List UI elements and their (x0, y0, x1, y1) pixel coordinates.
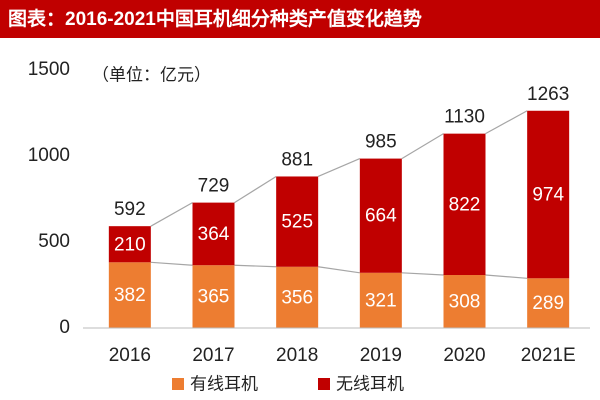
bar-segment (276, 266, 319, 328)
total-label: 729 (198, 176, 230, 197)
legend-label: 无线耳机 (336, 374, 404, 393)
segment-label: 974 (532, 185, 564, 206)
x-tick-label: 2017 (192, 345, 234, 366)
legend-swatch (172, 378, 184, 390)
connector-line (401, 133, 444, 160)
bar-segment (527, 278, 570, 328)
connector-line (150, 261, 193, 266)
segment-label: 664 (365, 206, 397, 227)
connector-line (401, 272, 444, 276)
chart-title: 图表：2016-2021中国耳机细分种类产值变化趋势 (8, 7, 422, 30)
total-label: 985 (365, 132, 397, 153)
bar-segment (108, 262, 151, 328)
segment-label: 321 (365, 290, 397, 311)
bar-segment (359, 158, 402, 273)
title-bar (0, 0, 600, 38)
y-tick-label: 1000 (28, 145, 70, 166)
segment-label: 365 (198, 287, 230, 308)
y-tick-label: 0 (59, 317, 70, 338)
total-label: 592 (114, 199, 146, 220)
segment-label: 308 (449, 292, 481, 313)
connector-line (317, 158, 361, 178)
bar-segment (443, 275, 486, 328)
x-tick-label: 2021E (521, 345, 576, 366)
segment-label: 210 (114, 234, 146, 255)
x-tick-label: 2016 (109, 345, 151, 366)
connector-line (485, 274, 528, 279)
segment-label: 382 (114, 285, 146, 306)
connector-line (234, 175, 277, 204)
total-label: 1130 (444, 107, 485, 128)
bar-segment (527, 110, 570, 279)
segment-label: 364 (198, 224, 230, 245)
y-tick-label: 500 (38, 231, 70, 252)
bar-segment (443, 133, 486, 276)
legend-label: 有线耳机 (190, 374, 258, 393)
segment-label: 525 (281, 212, 313, 233)
bar-segment (108, 226, 151, 263)
connector-line (318, 266, 360, 274)
segment-label: 289 (532, 293, 564, 314)
total-label: 1263 (527, 84, 569, 105)
connector-line (234, 264, 277, 268)
y-tick-label: 1500 (28, 59, 70, 80)
segment-label: 356 (281, 287, 313, 308)
bar-segment (192, 265, 235, 328)
x-tick-label: 2020 (443, 345, 485, 366)
total-label: 881 (281, 149, 313, 170)
legend-swatch (318, 378, 330, 390)
connector-line (150, 202, 193, 227)
bar-segment (276, 176, 319, 267)
bar-segment (359, 272, 402, 328)
x-tick-label: 2018 (276, 345, 318, 366)
x-tick-label: 2019 (360, 345, 402, 366)
unit-note: （单位：亿元） (92, 65, 211, 84)
bar-segment (192, 202, 235, 266)
segment-label: 822 (449, 194, 481, 215)
connector-line (485, 110, 528, 135)
